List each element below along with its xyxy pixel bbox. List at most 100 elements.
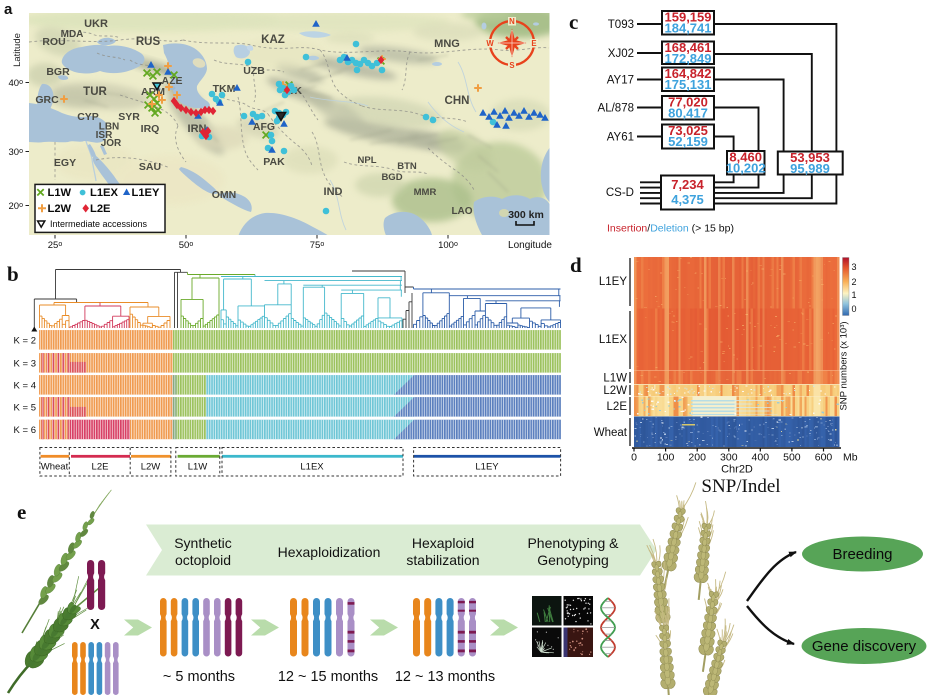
svg-text:W: W bbox=[486, 39, 494, 48]
svg-text:L2E: L2E bbox=[90, 203, 111, 215]
svg-text:AY17: AY17 bbox=[607, 75, 634, 87]
svg-text:LAO: LAO bbox=[451, 206, 472, 217]
svg-text:SNP numbers (x 10³): SNP numbers (x 10³) bbox=[839, 321, 850, 410]
svg-text:L1W: L1W bbox=[603, 373, 627, 385]
svg-text:500: 500 bbox=[783, 452, 801, 464]
svg-text:8,460: 8,460 bbox=[729, 150, 762, 165]
svg-text:80,417: 80,417 bbox=[668, 106, 708, 121]
svg-text:octoploid: octoploid bbox=[175, 552, 231, 568]
svg-text:40o: 40o bbox=[9, 78, 24, 89]
svg-text:L1EY: L1EY bbox=[599, 276, 627, 288]
svg-text:172,849: 172,849 bbox=[665, 51, 712, 66]
svg-text:159,159: 159,159 bbox=[665, 10, 712, 25]
svg-text:K = 6: K = 6 bbox=[14, 425, 36, 436]
svg-text:0: 0 bbox=[631, 452, 637, 464]
svg-text:10,202: 10,202 bbox=[726, 161, 766, 176]
svg-text:L1W: L1W bbox=[188, 462, 208, 473]
svg-text:600: 600 bbox=[815, 452, 833, 464]
svg-text:b: b bbox=[7, 262, 19, 286]
svg-text:BGD: BGD bbox=[381, 172, 402, 183]
svg-text:TUR: TUR bbox=[83, 86, 107, 98]
svg-text:a: a bbox=[4, 1, 13, 18]
svg-text:L2W: L2W bbox=[141, 462, 161, 473]
svg-text:168,461: 168,461 bbox=[665, 40, 712, 55]
svg-text:K = 4: K = 4 bbox=[14, 380, 36, 391]
svg-text:T093: T093 bbox=[608, 19, 634, 31]
svg-text:3: 3 bbox=[852, 262, 857, 272]
svg-text:CHN: CHN bbox=[445, 95, 470, 107]
svg-text:4,375: 4,375 bbox=[671, 192, 704, 207]
svg-text:XJ02: XJ02 bbox=[608, 48, 634, 60]
svg-text:Breeding: Breeding bbox=[832, 546, 892, 563]
svg-text:Hexaploidization: Hexaploidization bbox=[278, 544, 381, 560]
svg-text:12 ~ 13 months: 12 ~ 13 months bbox=[395, 669, 495, 685]
svg-text:Mb: Mb bbox=[843, 452, 858, 464]
svg-text:Wheat: Wheat bbox=[41, 462, 69, 473]
svg-text:SNP/Indel: SNP/Indel bbox=[701, 476, 780, 497]
svg-text:K = 2: K = 2 bbox=[14, 335, 36, 346]
svg-text:GRC: GRC bbox=[35, 94, 59, 106]
svg-text:AY61: AY61 bbox=[607, 132, 634, 144]
svg-text:IRQ: IRQ bbox=[141, 123, 160, 135]
svg-text:PAK: PAK bbox=[263, 156, 285, 168]
svg-text:1: 1 bbox=[852, 290, 857, 300]
svg-text:RUS: RUS bbox=[136, 36, 161, 48]
svg-text:ISR: ISR bbox=[96, 130, 113, 141]
svg-text:K = 5: K = 5 bbox=[14, 402, 36, 413]
svg-text:L1W: L1W bbox=[48, 187, 72, 199]
svg-text:Chr2D: Chr2D bbox=[721, 464, 753, 476]
svg-text:SAU: SAU bbox=[139, 161, 161, 173]
svg-text:175,131: 175,131 bbox=[665, 77, 712, 92]
svg-text:c: c bbox=[569, 10, 578, 34]
svg-text:164,842: 164,842 bbox=[665, 66, 712, 81]
svg-text:Genotyping: Genotyping bbox=[537, 552, 609, 568]
svg-text:K = 3: K = 3 bbox=[14, 358, 36, 369]
svg-text:75o: 75o bbox=[310, 240, 325, 251]
svg-text:e: e bbox=[17, 500, 26, 524]
svg-text:BGR: BGR bbox=[46, 66, 70, 78]
svg-text:stabilization: stabilization bbox=[406, 552, 479, 568]
svg-text:ROU: ROU bbox=[42, 36, 65, 48]
svg-text:X: X bbox=[90, 617, 100, 633]
svg-text:Hexaploid: Hexaploid bbox=[412, 535, 474, 551]
svg-text:d: d bbox=[570, 253, 582, 277]
svg-text:OMN: OMN bbox=[212, 189, 237, 201]
svg-text:Latitude: Latitude bbox=[12, 33, 23, 67]
svg-text:100: 100 bbox=[657, 452, 675, 464]
svg-text:UZB: UZB bbox=[243, 65, 265, 77]
svg-text:L1EY: L1EY bbox=[132, 187, 161, 199]
svg-text:200: 200 bbox=[688, 452, 706, 464]
svg-text:Phenotyping &: Phenotyping & bbox=[527, 535, 619, 551]
svg-text:LBN: LBN bbox=[99, 122, 120, 133]
svg-text:30o: 30o bbox=[9, 147, 24, 158]
svg-text:25o: 25o bbox=[48, 240, 63, 251]
svg-text:Insertion/Deletion (> 15 bp): Insertion/Deletion (> 15 bp) bbox=[607, 223, 734, 235]
svg-text:EGY: EGY bbox=[54, 157, 76, 169]
svg-text:0: 0 bbox=[852, 304, 857, 314]
svg-text:CYP: CYP bbox=[77, 111, 99, 123]
svg-text:JOR: JOR bbox=[101, 138, 122, 149]
svg-text:2: 2 bbox=[852, 277, 857, 287]
svg-text:IND: IND bbox=[324, 186, 343, 198]
svg-text:L2E: L2E bbox=[607, 401, 628, 413]
svg-text:E: E bbox=[531, 39, 536, 48]
svg-text:Synthetic: Synthetic bbox=[174, 535, 232, 551]
svg-text:AL/878: AL/878 bbox=[598, 103, 634, 115]
svg-text:SYR: SYR bbox=[118, 111, 140, 123]
svg-text:CS-D: CS-D bbox=[606, 187, 634, 199]
svg-text:TKM: TKM bbox=[213, 83, 236, 95]
svg-text:Intermediate accessions: Intermediate accessions bbox=[50, 219, 148, 229]
svg-text:L1EY: L1EY bbox=[475, 462, 499, 473]
svg-text:77,020: 77,020 bbox=[668, 95, 708, 110]
svg-text:L2E: L2E bbox=[92, 462, 109, 473]
svg-text:Gene discovery: Gene discovery bbox=[812, 638, 917, 655]
svg-text:L1EX: L1EX bbox=[90, 187, 119, 199]
svg-text:52,159: 52,159 bbox=[668, 134, 708, 149]
svg-text:N: N bbox=[509, 17, 515, 26]
svg-text:300: 300 bbox=[720, 452, 738, 464]
svg-text:MDA: MDA bbox=[61, 29, 84, 40]
svg-text:UKR: UKR bbox=[84, 18, 108, 30]
svg-text:300 km: 300 km bbox=[508, 209, 544, 221]
svg-text:184,741: 184,741 bbox=[665, 21, 712, 36]
svg-text:KAZ: KAZ bbox=[261, 34, 285, 46]
